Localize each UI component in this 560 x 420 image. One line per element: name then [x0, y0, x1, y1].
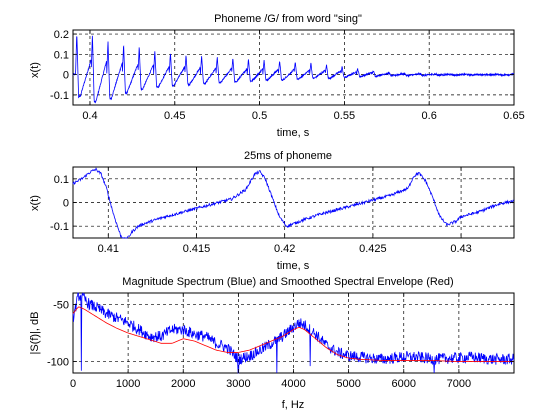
chart-25ms-segment: 25ms of phoneme 0.41 0.415 0.42 0.425 0.43 -0… — [29, 150, 515, 272]
x-axis-label: f, Hz — [282, 399, 305, 411]
x-tick-label: 2000 — [171, 378, 195, 390]
x-tick-label: 0.42 — [274, 243, 295, 255]
x-tick-label: 0.41 — [98, 243, 119, 255]
y-tick-label: 0 — [63, 198, 69, 210]
x-tick-label: 0.45 — [164, 110, 185, 122]
series-magnitude-spectrum — [72, 292, 515, 374]
x-tick-label: 0.55 — [334, 110, 355, 122]
x-tick-label: 0.4 — [82, 110, 97, 122]
axes: 0 1000 2000 3000 4000 5000 6000 7000 -100 -50 — [47, 293, 514, 390]
x-tick-label: 0.6 — [422, 110, 437, 122]
x-axis-label: time, s — [277, 127, 310, 139]
series — [72, 292, 515, 374]
x-tick-label: 4000 — [281, 378, 305, 390]
series — [72, 35, 515, 104]
y-tick-label: 0.2 — [54, 29, 69, 41]
x-tick-label: 3000 — [226, 378, 250, 390]
chart-spectrum: Magnitude Spectrum (Blue) and Smoothed S… — [29, 276, 515, 411]
axes: 0.4 0.45 0.5 0.55 0.6 0.65 -0.1 0 0.1 0.2 — [50, 29, 525, 122]
y-tick-label: -0.1 — [50, 90, 69, 102]
plot-area — [72, 29, 515, 106]
x-tick-label: 0.415 — [183, 243, 211, 255]
chart-title: 25ms of phoneme — [244, 150, 332, 162]
chart-title: Magnitude Spectrum (Blue) and Smoothed S… — [122, 276, 453, 288]
x-tick-label: 1000 — [116, 378, 140, 390]
series — [72, 167, 515, 239]
y-axis-label: |S(f)|, dB — [29, 311, 41, 354]
x-tick-label: 0.425 — [359, 243, 387, 255]
y-tick-label: -0.1 — [50, 221, 69, 233]
axes: 0.41 0.415 0.42 0.425 0.43 -0.1 0 0.1 — [50, 167, 514, 255]
x-tick-label: 0 — [70, 378, 76, 390]
series-smoothed-spectral-envelope — [72, 306, 514, 362]
chart-waveform: Phoneme /G/ from word "sing" 0.4 0.45 0.5 0… — [29, 13, 525, 139]
chart-title: Phoneme /G/ from word "sing" — [214, 13, 362, 25]
x-tick-label: 6000 — [392, 378, 416, 390]
x-tick-label: 5000 — [336, 378, 360, 390]
series-line — [72, 167, 515, 239]
grid — [73, 167, 514, 238]
y-axis-label: x(t) — [29, 195, 41, 211]
x-tick-label: 0.43 — [450, 243, 471, 255]
y-axis-label: x(t) — [29, 62, 41, 78]
x-tick-label: 0.5 — [252, 110, 267, 122]
series-line — [72, 35, 515, 104]
x-tick-label: 0.65 — [503, 110, 524, 122]
y-tick-label: 0.1 — [54, 49, 69, 61]
x-axis-label: time, s — [277, 260, 310, 272]
y-tick-label: -100 — [47, 357, 69, 369]
x-tick-label: 7000 — [447, 378, 471, 390]
y-tick-label: 0.1 — [54, 174, 69, 186]
y-tick-label: -50 — [53, 299, 69, 311]
y-tick-label: 0 — [63, 70, 69, 82]
